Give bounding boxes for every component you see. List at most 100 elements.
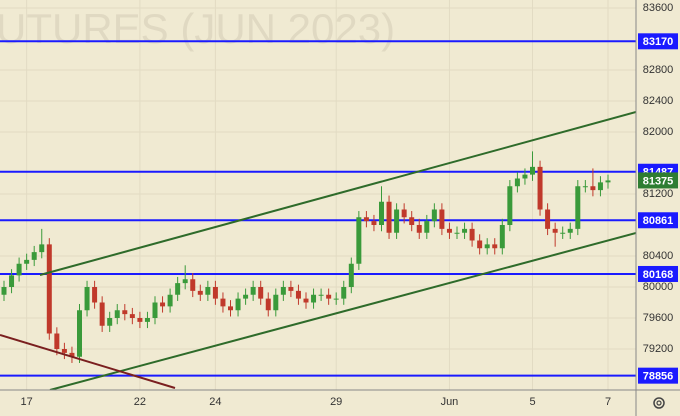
y-tick-label: 83600 — [643, 2, 674, 14]
candle-body — [212, 286, 218, 299]
candle-body — [326, 294, 332, 299]
candle-body — [46, 244, 52, 334]
channel-lower — [49, 232, 637, 391]
candle-body — [379, 201, 384, 225]
candle-body — [1, 286, 7, 295]
candle-body — [341, 286, 347, 299]
candle-body — [288, 286, 294, 291]
candle-body — [84, 286, 90, 311]
level-label: 78856 — [643, 371, 674, 383]
trend-line — [0, 334, 176, 389]
candle-body — [394, 209, 400, 233]
candle-body — [235, 298, 241, 311]
candle-body — [560, 232, 566, 234]
candle-body — [152, 302, 158, 318]
candle-body — [462, 228, 468, 233]
candle-body — [24, 259, 30, 264]
candle-body — [190, 279, 196, 291]
candle-body — [228, 306, 233, 311]
candle-body — [530, 166, 535, 175]
candle-body — [61, 349, 67, 353]
candle-body — [492, 244, 498, 249]
candle-body — [356, 217, 362, 264]
y-tick-label: 81200 — [643, 188, 674, 200]
candle-body — [590, 186, 596, 191]
x-tick-label: Jun — [441, 396, 459, 408]
price-axis — [636, 0, 680, 416]
candle-body — [99, 302, 105, 326]
candles — [1, 151, 611, 363]
candle-body — [220, 298, 226, 307]
candle-body — [431, 209, 437, 222]
watermark: UTURES (JUN 2023) — [0, 5, 395, 52]
y-tick-label: 79200 — [643, 343, 674, 355]
candle-body — [522, 174, 528, 179]
candle-body — [439, 209, 445, 229]
candle-body — [514, 178, 520, 187]
last-price-label: 81375 — [643, 175, 674, 187]
candle-body — [582, 186, 588, 188]
x-tick-label: 22 — [134, 396, 146, 408]
candle-body — [386, 201, 392, 233]
candle-body — [477, 240, 483, 249]
y-tick-label: 80400 — [643, 250, 674, 262]
candle-body — [175, 283, 181, 295]
candle-body — [575, 186, 581, 229]
x-tick-label: 29 — [330, 396, 342, 408]
last-price-tag — [638, 172, 678, 189]
axis-labels: 83600 82800 82400 82000 81200 80400 80000 79600… — [21, 2, 678, 408]
candle-body — [122, 310, 128, 315]
level-tag — [638, 212, 678, 229]
candle-body — [273, 294, 279, 311]
candle-body — [552, 228, 558, 233]
candle-body — [197, 290, 203, 295]
x-tick-label: 17 — [21, 396, 33, 408]
settings-icon[interactable] — [653, 397, 665, 409]
candle-body — [129, 314, 135, 318]
candle-body — [567, 228, 573, 233]
x-tick-label: 24 — [209, 396, 221, 408]
candle-body — [77, 310, 82, 357]
x-tick-label: 7 — [605, 396, 611, 408]
level-tag — [638, 33, 678, 50]
candle-body — [160, 302, 166, 307]
candle-body — [311, 294, 317, 303]
candle-body — [144, 317, 150, 322]
candle-body — [243, 294, 249, 299]
candle-body — [416, 224, 422, 233]
candle-body — [92, 286, 98, 303]
candle-body — [507, 186, 513, 225]
time-axis — [0, 390, 636, 416]
level-label: 83170 — [643, 36, 674, 48]
candle-body — [371, 221, 377, 225]
candle-body — [469, 228, 475, 241]
candle-body — [605, 180, 611, 183]
candle-body — [137, 317, 143, 322]
candle-body — [39, 244, 45, 253]
candle-body — [31, 252, 37, 260]
candle-body — [446, 228, 452, 233]
level-tag — [638, 265, 678, 282]
candle-body — [409, 217, 415, 225]
level-label: 80168 — [643, 269, 674, 281]
y-tick-label: 82800 — [643, 64, 674, 76]
candle-body — [348, 263, 354, 287]
y-tick-label: 79600 — [643, 312, 674, 324]
candle-body — [424, 221, 430, 233]
candle-body — [537, 166, 543, 210]
candle-body — [69, 352, 75, 357]
candle-body — [54, 333, 60, 350]
channel-upper — [39, 111, 637, 276]
candle-body — [114, 310, 120, 318]
level-tag — [638, 367, 678, 384]
candle-body — [597, 182, 603, 191]
x-tick-label: 5 — [529, 396, 535, 408]
candle-body — [454, 232, 460, 234]
y-tick-label: 82400 — [643, 95, 674, 107]
candle-body — [16, 263, 22, 276]
candle-body — [545, 209, 551, 229]
candle-body — [250, 286, 256, 295]
candle-body — [107, 317, 113, 326]
level-label: 80861 — [643, 215, 674, 227]
